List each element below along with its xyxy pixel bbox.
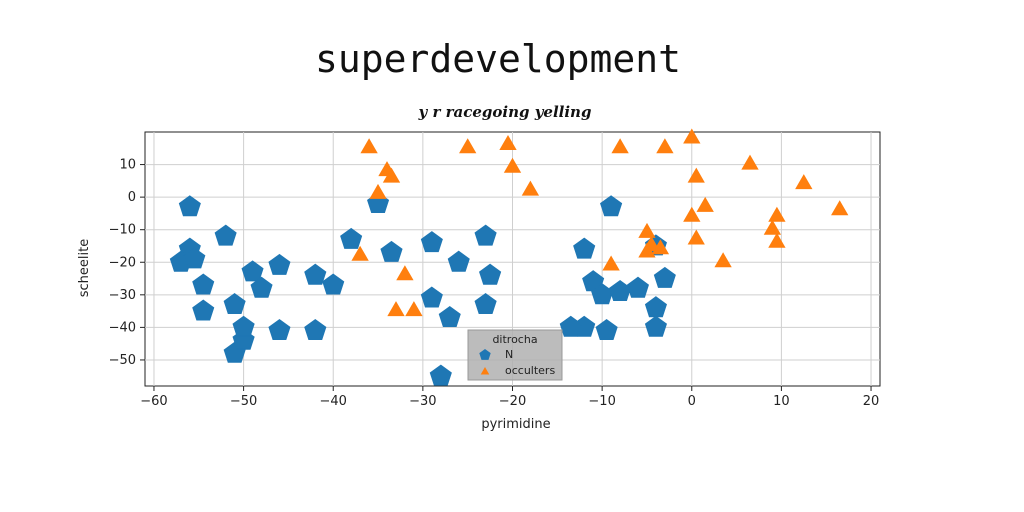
point-occulters xyxy=(656,138,674,154)
point-n xyxy=(250,276,273,298)
point-occulters xyxy=(611,138,629,154)
point-n xyxy=(304,318,327,340)
x-tick-label: −10 xyxy=(588,394,615,409)
y-tick-label: −10 xyxy=(109,223,136,238)
chart-title: superdevelopment xyxy=(315,37,681,81)
legend-marker-occulters xyxy=(480,367,490,375)
point-occulters xyxy=(360,138,378,154)
legend-marker-n xyxy=(479,349,491,360)
x-tick-label: −40 xyxy=(320,394,347,409)
point-occulters xyxy=(768,206,786,222)
point-occulters xyxy=(382,167,401,183)
point-occulters xyxy=(687,229,705,245)
point-n xyxy=(447,250,470,272)
chart-subtitle: y r racegoing yelling xyxy=(418,103,592,121)
point-n xyxy=(573,237,596,259)
point-occulters xyxy=(687,167,705,183)
point-n xyxy=(626,276,649,298)
point-occulters xyxy=(651,239,670,255)
point-occulters xyxy=(396,265,414,281)
point-occulters xyxy=(387,301,405,317)
point-occulters xyxy=(696,196,714,212)
x-axis-label: pyrimidine xyxy=(481,417,550,432)
y-tick-label: −50 xyxy=(109,353,136,368)
point-n xyxy=(192,273,215,295)
point-n xyxy=(644,315,667,337)
point-n xyxy=(474,292,497,314)
point-occulters xyxy=(521,180,540,196)
point-n xyxy=(380,240,403,262)
x-tick-label: 0 xyxy=(688,394,696,409)
x-tick-label: 10 xyxy=(773,394,790,409)
plot-area: −60 −50 −40 −30 −20 −10 0 10 20 10 0 −10 −20 −30 −40 −5… xyxy=(109,128,881,409)
x-tick-label: −30 xyxy=(409,394,436,409)
point-occulters xyxy=(369,183,387,199)
legend-title: ditrocha xyxy=(492,333,537,346)
y-tick-label: −40 xyxy=(109,320,136,335)
point-n xyxy=(268,318,291,340)
point-occulters xyxy=(499,135,517,150)
y-tick-label: −20 xyxy=(109,255,136,270)
point-n xyxy=(429,364,452,386)
point-n xyxy=(241,260,264,282)
point-n xyxy=(420,231,443,253)
legend-label-occulters: occulters xyxy=(505,364,555,377)
x-tick-label: −50 xyxy=(230,394,257,409)
point-occulters xyxy=(405,301,423,317)
y-axis-label: scheelite xyxy=(77,239,92,297)
point-occulters xyxy=(795,174,813,190)
point-n xyxy=(192,299,215,321)
x-tick-label: 20 xyxy=(863,394,880,409)
point-n xyxy=(268,253,291,275)
point-occulters xyxy=(768,232,786,248)
point-n xyxy=(322,273,345,295)
point-n xyxy=(304,263,327,285)
point-occulters xyxy=(683,206,701,222)
point-n xyxy=(600,195,623,217)
point-n xyxy=(340,227,363,249)
point-n xyxy=(595,318,618,340)
point-occulters xyxy=(714,252,732,268)
point-occulters xyxy=(503,157,522,173)
point-occulters xyxy=(763,219,782,235)
point-occulters xyxy=(351,245,369,261)
point-occulters xyxy=(459,138,477,154)
point-occulters xyxy=(683,128,701,144)
point-n xyxy=(420,286,443,308)
point-n xyxy=(438,305,461,327)
point-n xyxy=(653,266,676,288)
point-n xyxy=(232,315,255,337)
axis-ticks: −60 −50 −40 −30 −20 −10 0 10 20 10 0 −10 −20 −30 −40 −5… xyxy=(109,158,880,409)
point-occulters xyxy=(741,154,759,170)
x-tick-label: −60 xyxy=(140,394,167,409)
y-tick-label: 10 xyxy=(119,158,136,173)
point-n xyxy=(214,224,237,246)
point-n xyxy=(223,292,246,314)
legend: ditrocha N occulters xyxy=(467,329,563,381)
data-points xyxy=(169,128,849,386)
point-n xyxy=(474,224,497,246)
point-n xyxy=(559,315,582,337)
legend-label-n: N xyxy=(505,348,513,361)
point-occulters xyxy=(602,255,620,271)
point-n xyxy=(178,195,201,217)
point-n xyxy=(183,247,206,269)
point-occulters xyxy=(638,242,656,258)
x-tick-label: −20 xyxy=(499,394,526,409)
point-occulters xyxy=(831,200,849,216)
y-tick-label: 0 xyxy=(128,190,136,205)
y-tick-label: −30 xyxy=(109,288,136,303)
point-n xyxy=(479,263,502,285)
point-occulters xyxy=(638,222,656,238)
